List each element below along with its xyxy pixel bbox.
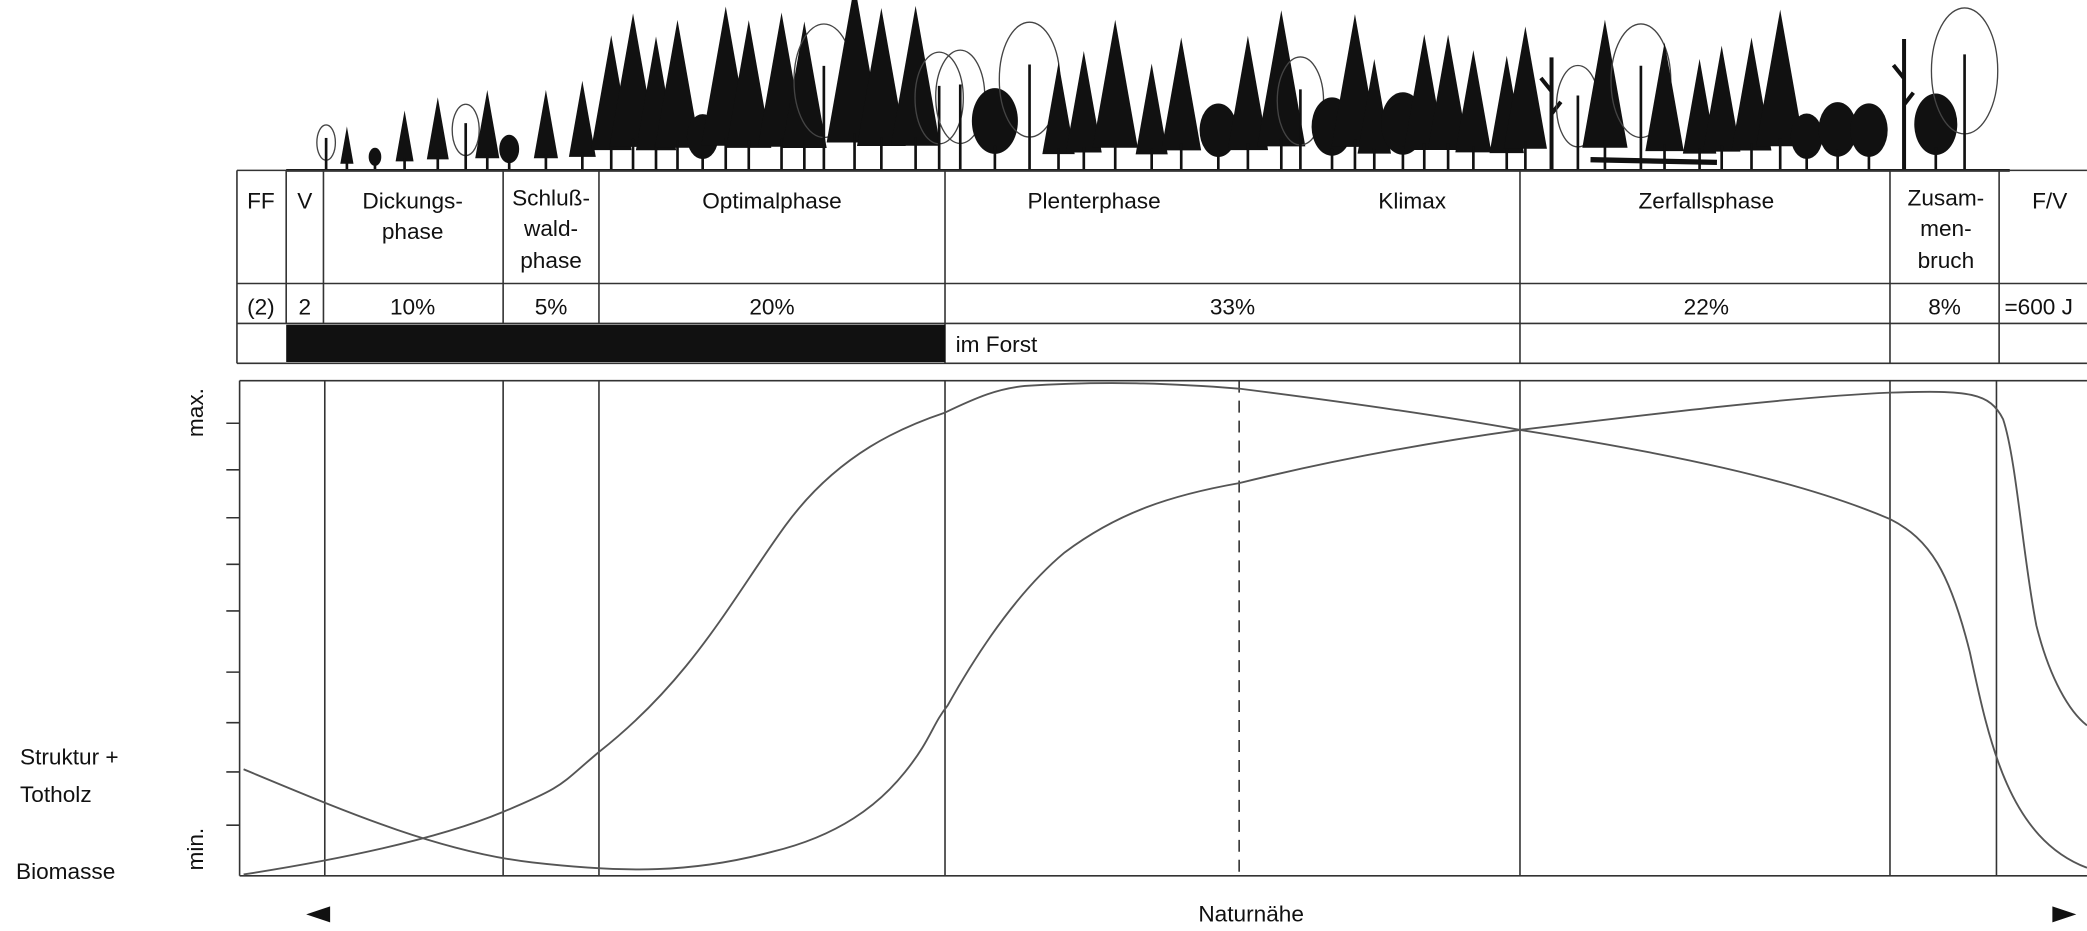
phase-header: wald-: [523, 216, 578, 241]
tree: [1135, 63, 1168, 155]
biomass-curve: [243, 382, 2087, 876]
y-max-label: max.: [183, 388, 208, 437]
phase-header: Klimax: [1378, 188, 1447, 213]
y-min-label: min.: [183, 828, 208, 871]
phase-share: 20%: [749, 295, 794, 320]
tree: [1756, 9, 1805, 147]
curve-label: Struktur +: [20, 745, 119, 770]
phase-share: 8%: [1928, 295, 1961, 320]
tree: [1065, 50, 1102, 153]
table-columns: [236, 170, 2000, 364]
phase-share: =600 J: [2004, 295, 2073, 320]
forest-label: im Forst: [956, 332, 1038, 357]
phase-share: 5%: [535, 295, 568, 320]
phase-header: phase: [382, 219, 444, 244]
phase-share: 2: [299, 295, 312, 320]
tree: [726, 20, 772, 148]
phase-dividers: [323, 380, 1998, 876]
phase-header: Zusam-: [1908, 186, 1985, 211]
tree: [971, 88, 1018, 154]
phase-share: 10%: [390, 295, 435, 320]
phase-table: [236, 169, 2087, 365]
phase-share: 22%: [1684, 295, 1729, 320]
phase-header: Zerfallsphase: [1638, 188, 1774, 213]
forest-bar: [286, 324, 946, 363]
tree: [1503, 26, 1547, 149]
phase-header: men-: [1920, 216, 1972, 241]
phase-header: Dickungs-: [362, 188, 463, 213]
tree: [1645, 42, 1684, 152]
phase-header: FF: [247, 188, 275, 213]
structure-curve: [243, 390, 2087, 871]
tree: [1257, 10, 1306, 147]
phase-header: F/V: [2032, 188, 2067, 213]
tree: [1161, 37, 1202, 151]
tree: [1702, 45, 1741, 152]
phase-share: 33%: [1210, 295, 1255, 320]
tree: [499, 134, 520, 164]
tree: [890, 5, 941, 146]
tree: [1539, 57, 1563, 171]
tree: [1227, 35, 1269, 151]
curve-label: Biomasse: [16, 859, 115, 884]
tree: [654, 19, 701, 148]
phase-header: Plenterphase: [1027, 188, 1160, 213]
phase-share: (2): [247, 295, 275, 320]
tree: [1582, 19, 1628, 148]
tree: [1455, 50, 1492, 153]
tree: [1092, 19, 1138, 148]
tree: [1427, 34, 1469, 151]
tree: [1042, 62, 1075, 155]
curve-chart: [226, 379, 2087, 877]
tree: [1790, 113, 1823, 159]
tree: [340, 126, 354, 164]
tree: [1199, 103, 1238, 157]
phase-header: Optimalphase: [702, 188, 842, 213]
tree: [782, 21, 827, 149]
phase-header: phase: [520, 248, 582, 273]
curve-label: Totholz: [20, 782, 92, 807]
x-axis-label: Naturnähe: [1198, 902, 1304, 927]
tree: [1818, 102, 1857, 157]
tree: [568, 80, 596, 157]
tree: [1891, 38, 1915, 171]
y-ticks: [226, 422, 240, 826]
tree: [856, 7, 906, 147]
tree: [1590, 157, 1718, 166]
tree: [1850, 103, 1888, 157]
tree: [426, 97, 449, 160]
arrow-right: [2052, 906, 2077, 923]
arrow-left: [306, 906, 331, 923]
tree: [1914, 93, 1958, 155]
tree: [533, 89, 558, 159]
tree: [395, 110, 414, 162]
phase-header: V: [297, 188, 312, 213]
phase-header: Schluß-: [512, 186, 590, 211]
tree-silhouettes: [286, 0, 2010, 172]
tree: [368, 147, 382, 166]
tree: [475, 89, 500, 159]
phase-header: bruch: [1918, 248, 1975, 273]
